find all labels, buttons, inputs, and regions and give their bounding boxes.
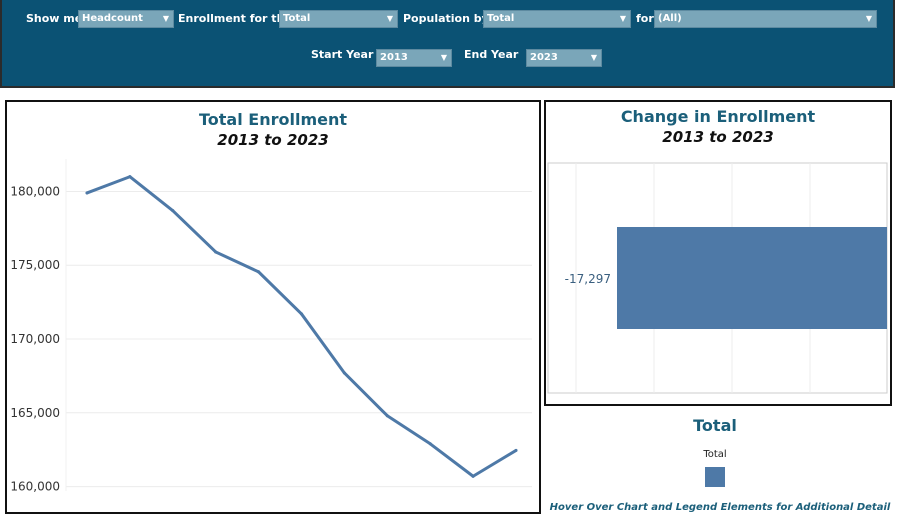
start-year-value: 2013	[380, 52, 408, 63]
total-enrollment-panel: Total Enrollment 2013 to 2023	[5, 100, 541, 514]
data-point	[428, 442, 432, 446]
line-segment	[342, 371, 389, 418]
data-point	[214, 250, 218, 254]
line-segment	[300, 312, 346, 375]
start-year-dropdown[interactable]: 2013 ▼	[376, 49, 452, 67]
legend-title: Total	[693, 416, 737, 435]
for-dropdown[interactable]: (All) ▼	[654, 10, 877, 28]
population-label: Population by	[403, 12, 489, 25]
data-point	[257, 270, 261, 274]
line-chart-title: Total Enrollment	[198, 110, 347, 129]
y-tick-label: 170,000	[10, 332, 60, 346]
line-segment	[471, 448, 518, 478]
data-point	[342, 371, 346, 375]
bar-chart-title: Change in Enrollment	[620, 107, 816, 126]
bar-chart-subtitle: 2013 to 2023	[662, 128, 774, 146]
data-point	[171, 209, 175, 213]
line-segment	[428, 442, 475, 478]
filter-bar: Show me Headcount ▼ Enrollment for the T…	[0, 0, 895, 88]
line-segment	[171, 209, 218, 254]
end-year-value: 2023	[530, 52, 558, 63]
line-segment	[257, 270, 303, 316]
for-value: (All)	[658, 13, 682, 24]
bar-total	[617, 227, 887, 329]
y-tick-label: 175,000	[10, 258, 60, 272]
chevron-down-icon: ▼	[865, 14, 872, 23]
data-point	[85, 191, 89, 195]
y-tick-label: 180,000	[10, 184, 60, 198]
chevron-down-icon: ▼	[619, 14, 626, 23]
show-me-label: Show me	[26, 12, 83, 25]
line-segment	[214, 250, 261, 274]
bar-data-label: -17,297	[565, 272, 611, 286]
data-point	[385, 414, 389, 418]
legend-swatch[interactable]	[705, 467, 725, 487]
enrollment-value: Total	[283, 13, 311, 24]
data-point	[300, 312, 303, 316]
show-me-value: Headcount	[82, 13, 143, 24]
line-chart-subtitle: 2013 to 2023	[217, 131, 329, 149]
chevron-down-icon: ▼	[590, 53, 597, 62]
line-segment	[385, 414, 432, 446]
start-year-label: Start Year	[311, 48, 374, 61]
data-point	[471, 474, 475, 478]
end-year-dropdown[interactable]: 2023 ▼	[526, 49, 602, 67]
line-segment	[128, 175, 175, 213]
chevron-down-icon: ▼	[162, 14, 169, 23]
data-point	[128, 175, 132, 179]
for-label: for	[636, 12, 654, 25]
population-value: Total	[487, 13, 515, 24]
chevron-down-icon: ▼	[440, 53, 447, 62]
y-tick-label: 160,000	[10, 480, 60, 494]
enrollment-dropdown[interactable]: Total ▼	[279, 10, 398, 28]
chevron-down-icon: ▼	[386, 14, 393, 23]
enrollment-label: Enrollment for the	[178, 12, 292, 25]
hover-note: Hover Over Chart and Legend Elements for…	[549, 502, 891, 513]
line-segment	[85, 175, 132, 195]
y-tick-label: 165,000	[10, 406, 60, 420]
end-year-label: End Year	[464, 48, 519, 61]
population-dropdown[interactable]: Total ▼	[483, 10, 631, 28]
legend-item-label: Total	[703, 449, 727, 460]
data-point	[514, 448, 518, 452]
show-me-dropdown[interactable]: Headcount ▼	[78, 10, 174, 28]
